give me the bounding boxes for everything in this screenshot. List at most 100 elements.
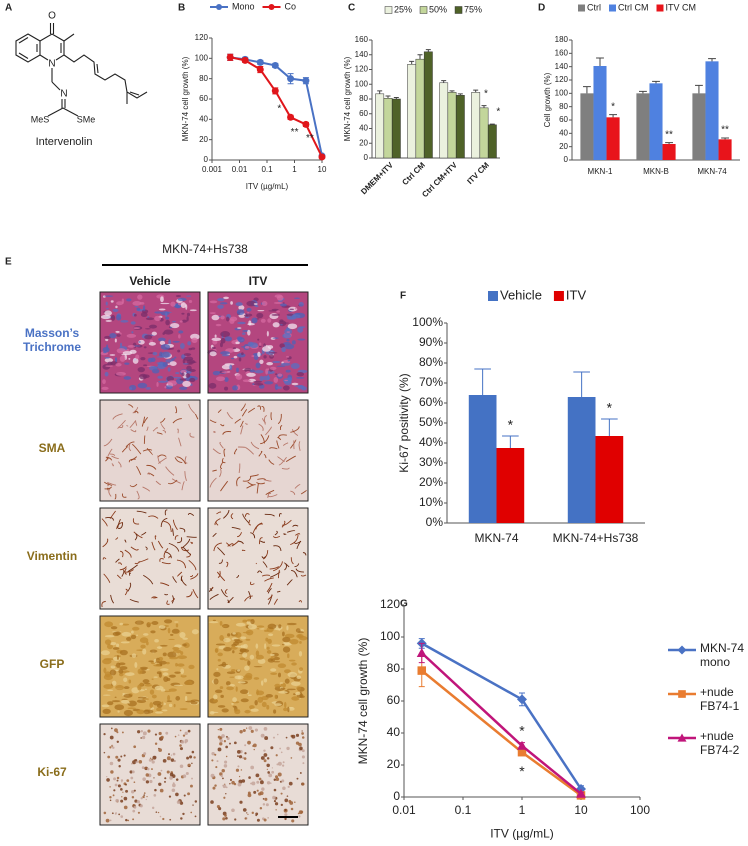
- texture: [174, 535, 179, 540]
- texture: [240, 644, 246, 649]
- texture: [220, 331, 231, 338]
- texture: [281, 520, 286, 528]
- texture: [291, 314, 301, 319]
- texture: [285, 736, 288, 739]
- texture: [168, 703, 173, 708]
- y-tick-label: 100: [195, 53, 209, 62]
- texture: [267, 623, 277, 630]
- texture: [160, 517, 168, 528]
- texture: [221, 457, 226, 464]
- texture: [261, 787, 265, 791]
- texture: [250, 581, 255, 586]
- texture: [162, 361, 168, 368]
- marker: [216, 4, 222, 10]
- texture: [111, 455, 120, 459]
- texture: [175, 696, 181, 701]
- texture: [237, 681, 246, 684]
- texture: [168, 795, 172, 798]
- texture: [147, 729, 151, 733]
- texture: [254, 728, 259, 732]
- bond: [51, 81, 61, 91]
- texture: [286, 625, 289, 631]
- texture: [242, 631, 251, 634]
- marker: [256, 66, 264, 74]
- texture: [105, 818, 110, 823]
- texture: [277, 761, 282, 766]
- texture: [250, 474, 259, 477]
- annotation: *: [496, 107, 500, 118]
- texture: [115, 314, 122, 321]
- texture: [139, 666, 148, 670]
- bar: [649, 83, 663, 160]
- y-tick-label: 30%: [419, 455, 443, 469]
- texture: [257, 658, 266, 664]
- texture: [234, 818, 237, 821]
- texture: [284, 563, 287, 571]
- texture: [245, 727, 248, 729]
- texture: [239, 420, 244, 428]
- texture: [102, 694, 111, 696]
- texture: [242, 476, 252, 482]
- texture: [158, 731, 162, 736]
- texture: [162, 709, 168, 712]
- micrograph-border: [207, 507, 309, 610]
- texture: [146, 641, 149, 646]
- texture: [259, 375, 264, 382]
- texture: [267, 588, 272, 594]
- texture: [239, 800, 243, 804]
- texture: [172, 340, 180, 343]
- texture: [125, 818, 128, 822]
- texture: [257, 338, 260, 341]
- texture: [290, 807, 294, 811]
- texture: [140, 737, 142, 739]
- texture: [104, 335, 112, 340]
- texture: [227, 633, 231, 637]
- texture: [272, 337, 279, 339]
- texture: [186, 591, 193, 598]
- texture: [288, 781, 293, 786]
- texture: [267, 318, 272, 323]
- texture: [131, 795, 135, 799]
- texture: [102, 658, 112, 665]
- texture: [152, 755, 157, 760]
- texture: [222, 625, 228, 628]
- texture: [170, 754, 173, 756]
- texture: [117, 710, 120, 713]
- texture: [165, 312, 168, 318]
- texture: [298, 600, 302, 603]
- texture: [188, 765, 190, 768]
- texture: [224, 377, 229, 382]
- error-bar: [652, 80, 660, 84]
- x-tick-label: 0.01: [392, 803, 416, 817]
- texture: [286, 355, 290, 358]
- texture: [118, 672, 124, 677]
- x-tick-label: 1: [519, 803, 526, 817]
- texture: [128, 679, 132, 684]
- texture: [242, 513, 249, 524]
- panel-label: G: [400, 599, 408, 610]
- texture: [191, 750, 195, 754]
- texture: [170, 530, 173, 532]
- texture: [185, 692, 192, 694]
- x-tick-label: MKN-1: [588, 167, 613, 176]
- texture: [263, 355, 267, 359]
- texture: [169, 818, 172, 821]
- texture: [167, 695, 171, 702]
- texture: [209, 351, 217, 357]
- texture: [121, 446, 128, 453]
- compound-name: Intervenolin: [36, 136, 93, 148]
- texture: [284, 798, 289, 803]
- texture: [210, 711, 219, 714]
- texture: [297, 338, 306, 341]
- texture: [221, 354, 230, 357]
- texture: [150, 630, 156, 634]
- texture: [110, 727, 113, 730]
- texture: [126, 333, 137, 338]
- texture: [222, 777, 224, 780]
- series-line: [420, 652, 582, 795]
- x-tick-label: 1: [292, 165, 297, 174]
- micrograph: [207, 723, 309, 826]
- texture: [187, 763, 191, 768]
- texture: [180, 302, 187, 309]
- micrograph: [99, 399, 201, 502]
